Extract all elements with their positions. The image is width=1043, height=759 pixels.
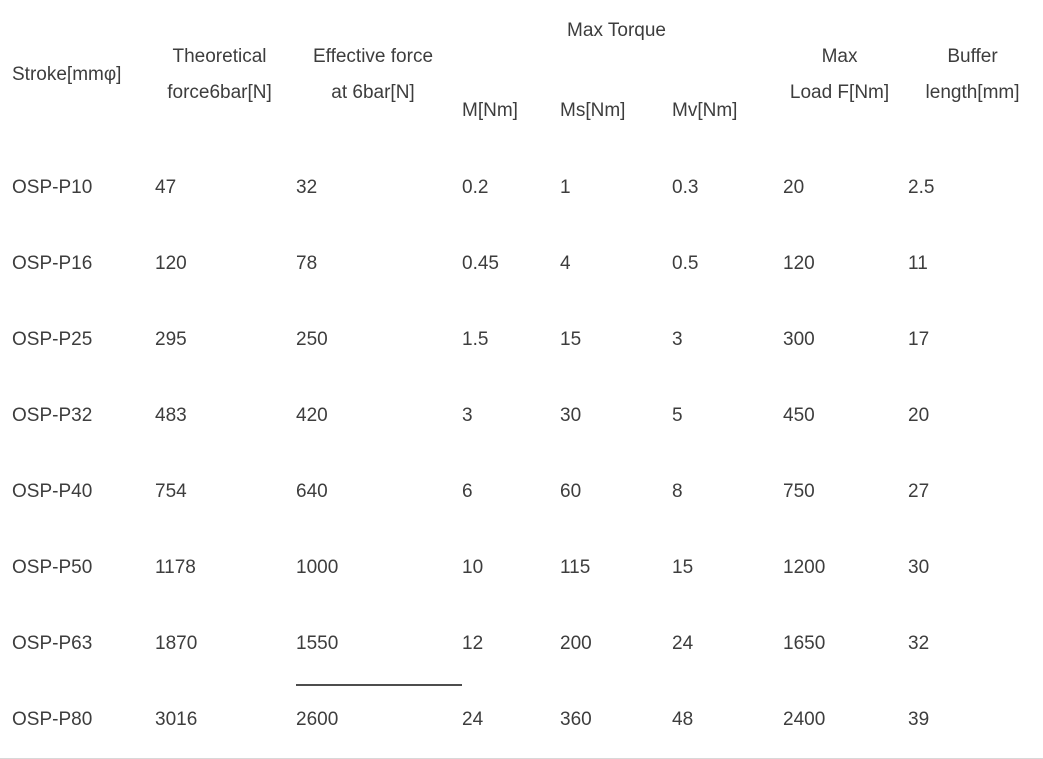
cell-m-torque: 10	[462, 557, 484, 578]
cell-model: OSP-P25	[12, 329, 93, 350]
cell-mv-torque: 8	[672, 481, 683, 502]
cell-mv-torque: 5	[672, 405, 683, 426]
table-body: OSP-P10 47 32 0.2 1 0.3 20 2.5 OSP-P16 1…	[0, 150, 1043, 758]
cell-max-load: 120	[783, 253, 815, 274]
cell-effective-force: 32	[296, 177, 318, 198]
cell-ms-torque: 60	[560, 481, 582, 502]
cell-model: OSP-P63	[12, 633, 93, 654]
header-max-load-line1: Max	[821, 46, 858, 67]
cell-theoretical-force: 483	[155, 405, 187, 426]
cell-max-load: 450	[783, 405, 815, 426]
table-row: OSP-P32 483 420 3 30 5 450 20	[0, 378, 1043, 454]
cell-max-load: 20	[783, 177, 805, 198]
cell-effective-force: 1000	[296, 557, 339, 578]
cell-ms-torque: 360	[560, 708, 592, 730]
header-max-load: Max Load F[Nm]	[777, 0, 902, 150]
cell-effective-force: 420	[296, 405, 328, 426]
header-mv-torque: Mv[Nm]	[672, 100, 738, 121]
header-buffer-line2: length[mm]	[925, 82, 1020, 103]
cell-model: OSP-P32	[12, 405, 93, 426]
cell-m-torque: 1.5	[462, 329, 489, 350]
cell-ms-torque: 4	[560, 253, 571, 274]
header-buffer-length: Buffer length[mm]	[902, 0, 1043, 150]
cell-theoretical-force: 754	[155, 481, 187, 502]
cell-mv-torque: 24	[672, 633, 694, 654]
cell-ms-torque: 1	[560, 177, 571, 198]
cell-buffer-length: 2.5	[908, 177, 935, 198]
cell-mv-torque: 15	[672, 557, 694, 578]
cell-model: OSP-P10	[12, 177, 93, 198]
table-row: OSP-P10 47 32 0.2 1 0.3 20 2.5	[0, 150, 1043, 226]
header-row-sub: M[Nm] Ms[Nm] Mv[Nm]	[0, 90, 1043, 150]
header-buffer-line1: Buffer	[947, 46, 998, 67]
cell-max-load: 300	[783, 329, 815, 350]
cell-buffer-length: 30	[908, 557, 930, 578]
cell-ms-torque: 115	[560, 557, 591, 578]
header-effective-force: Effective force at 6bar[N]	[290, 0, 456, 150]
cell-m-torque: 3	[462, 405, 473, 426]
header-effective-line2: at 6bar[N]	[331, 82, 415, 103]
cell-buffer-length: 32	[908, 633, 930, 654]
cell-max-load: 1200	[783, 557, 826, 578]
header-m-torque: M[Nm]	[462, 100, 518, 121]
cell-ms-torque: 30	[560, 405, 582, 426]
cell-model: OSP-P16	[12, 253, 93, 274]
underline-rule	[296, 684, 462, 686]
cell-max-load: 1650	[783, 633, 826, 654]
header-effective-line1: Effective force	[312, 46, 434, 67]
header-row-top: Stroke[mmφ] Theoretical force6bar[N] Eff…	[0, 0, 1043, 103]
table-row: OSP-P63 1870 1550 12 200 24 1650 32	[0, 606, 1043, 686]
cell-m-torque: 24	[462, 708, 484, 730]
table-row: OSP-P50 1178 1000 10 115 15 1200 30	[0, 530, 1043, 606]
header-max-load-line2: Load F[Nm]	[789, 82, 890, 103]
cell-max-load: 2400	[783, 708, 826, 730]
cell-theoretical-force: 1870	[155, 633, 198, 654]
cell-m-torque: 0.45	[462, 253, 499, 274]
cell-buffer-length: 27	[908, 481, 930, 502]
cell-mv-torque: 48	[672, 708, 694, 730]
cell-effective-force: 78	[296, 253, 318, 274]
cell-theoretical-force: 1178	[155, 557, 196, 578]
cell-theoretical-force: 3016	[155, 708, 198, 730]
cell-m-torque: 6	[462, 481, 473, 502]
table-row: OSP-P80 3016 2600 24 360 48 2400 39	[0, 682, 1043, 758]
cell-mv-torque: 0.3	[672, 177, 699, 198]
cell-theoretical-force: 295	[155, 329, 187, 350]
cell-m-torque: 12	[462, 633, 484, 654]
table-row: OSP-P16 120 78 0.45 4 0.5 120 11	[0, 226, 1043, 302]
table-row: OSP-P25 295 250 1.5 15 3 300 17	[0, 302, 1043, 378]
header-theoretical-line1: Theoretical	[172, 46, 267, 67]
cell-mv-torque: 0.5	[672, 253, 699, 274]
header-theoretical-force: Theoretical force6bar[N]	[149, 0, 290, 150]
cell-m-torque: 0.2	[462, 177, 489, 198]
cell-theoretical-force: 120	[155, 253, 187, 274]
cell-theoretical-force: 47	[155, 177, 177, 198]
cell-max-load: 750	[783, 481, 815, 502]
cell-model: OSP-P80	[12, 708, 93, 730]
cell-buffer-length: 39	[908, 708, 930, 730]
cell-model: OSP-P50	[12, 557, 93, 578]
table-row: OSP-P40 754 640 6 60 8 750 27	[0, 454, 1043, 530]
cell-mv-torque: 3	[672, 329, 683, 350]
header-max-torque-group: Max Torque	[567, 20, 666, 41]
table-header: Stroke[mmφ] Theoretical force6bar[N] Eff…	[0, 0, 1043, 150]
cell-ms-torque: 200	[560, 633, 592, 654]
cell-buffer-length: 17	[908, 329, 930, 350]
cell-model: OSP-P40	[12, 481, 93, 502]
header-stroke: Stroke[mmφ]	[12, 64, 122, 85]
cell-buffer-length: 20	[908, 405, 930, 426]
cell-effective-force: 250	[296, 329, 328, 350]
cell-value: 1550	[296, 633, 339, 654]
header-ms-torque: Ms[Nm]	[560, 100, 626, 121]
cell-ms-torque: 15	[560, 329, 582, 350]
cell-effective-force: 2600	[296, 708, 339, 730]
cell-buffer-length: 11	[908, 253, 928, 274]
cell-effective-force: 1550	[290, 606, 462, 686]
header-theoretical-line2: force6bar[N]	[167, 82, 272, 103]
cell-effective-force: 640	[296, 481, 328, 502]
